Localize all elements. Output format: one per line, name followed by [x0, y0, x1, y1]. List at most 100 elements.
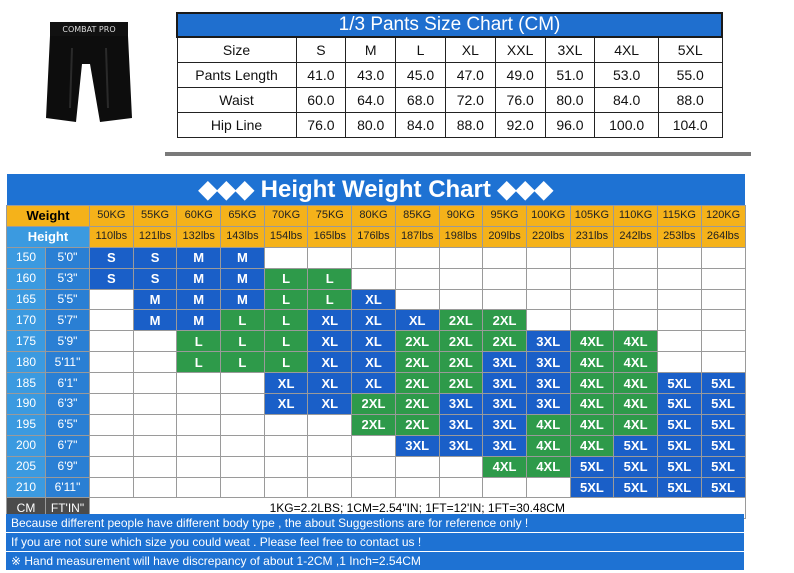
size-cell: 5XL: [656, 455, 702, 478]
height-row: 210 6'11" 5XL 5XL 5XL 5XL: [6, 476, 746, 499]
size-cell: 4XL: [613, 393, 658, 415]
weight-kg-cell: 80KG: [351, 205, 396, 227]
height-row: 185 6'1" XL XL XL 2XL 2XL 3XL 3XL 4XL 4XL 5XL 5XL: [6, 372, 746, 395]
size-cell: [89, 351, 134, 374]
size-cell: [394, 476, 440, 499]
hw-chart-title: ◆◆◆ Height Weight Chart ◆◆◆: [6, 174, 746, 206]
size-cell: 3XL: [525, 330, 571, 353]
size-cell: 3XL: [482, 434, 527, 457]
size-cell: [700, 288, 746, 311]
height-cm: 150: [6, 246, 46, 269]
weight-kg-cell: 70KG: [263, 205, 309, 227]
size-cell: [656, 309, 702, 332]
size-cell: 2XL: [438, 309, 484, 332]
size-value: 51.0: [544, 62, 596, 88]
height-row: 150 5'0" S S M M: [6, 246, 746, 269]
size-cell: [525, 288, 571, 311]
size-header-label: Size: [176, 36, 297, 63]
size-cell: [132, 434, 178, 457]
size-cell: 4XL: [569, 393, 615, 415]
size-cell: 4XL: [613, 330, 658, 353]
weight-lbs-cell: 198lbs: [438, 225, 484, 248]
height-ft: 5'9": [45, 330, 90, 353]
size-cell: [176, 393, 222, 415]
size-cell: XL: [351, 309, 396, 332]
size-value: 104.0: [657, 112, 723, 138]
size-cell: M: [220, 267, 265, 290]
size-cell: [220, 372, 265, 395]
size-header-cell: M: [345, 36, 397, 63]
size-cell: [307, 246, 353, 269]
size-cell: 3XL: [438, 434, 484, 457]
size-cell: [394, 267, 440, 290]
size-value: 80.0: [345, 112, 397, 138]
size-cell: M: [176, 309, 222, 332]
weight-kg-row: Weight 50KG 55KG 60KG 65KG 70KG 75KG 80KG 85KG 9…: [6, 205, 746, 227]
height-row: 170 5'7" M M L L XL XL XL 2XL 2XL: [6, 309, 746, 332]
size-cell: [263, 246, 309, 269]
size-cell: M: [176, 267, 222, 290]
size-cell: 3XL: [525, 372, 571, 395]
height-ft: 5'7": [45, 309, 90, 332]
size-cell: 3XL: [438, 413, 484, 436]
size-cell: [525, 309, 571, 332]
size-value: 80.0: [544, 87, 596, 113]
size-cell: [89, 413, 134, 436]
size-cell: 3XL: [482, 393, 527, 415]
size-cell: L: [176, 330, 222, 353]
weight-lbs-cell: 110lbs: [89, 225, 134, 248]
size-cell: [307, 476, 353, 499]
size-cell: [263, 455, 309, 478]
size-row-label: Hip Line: [176, 112, 297, 138]
size-cell: 2XL: [438, 372, 484, 395]
size-cell: 4XL: [569, 434, 615, 457]
size-cell: 5XL: [613, 476, 658, 499]
size-cell: XL: [351, 330, 396, 353]
size-cell: M: [220, 288, 265, 311]
weight-kg-cell: 85KG: [394, 205, 440, 227]
size-cell: 4XL: [525, 455, 571, 478]
size-cell: [176, 413, 222, 436]
height-cm: 160: [6, 267, 46, 290]
size-cell: [307, 413, 353, 436]
size-row: Pants Length 41.0 43.0 45.0 47.0 49.0 51.0 53.0…: [176, 62, 723, 88]
size-cell: M: [176, 246, 222, 269]
size-cell: [89, 434, 134, 457]
weight-lbs-cell: 242lbs: [613, 225, 658, 248]
height-ft: 6'3": [45, 393, 90, 415]
size-cell: [394, 246, 440, 269]
size-cell: S: [89, 246, 134, 269]
size-cell: M: [220, 246, 265, 269]
size-cell: 5XL: [613, 434, 658, 457]
size-cell: 5XL: [613, 455, 658, 478]
height-cm: 205: [6, 455, 46, 478]
footer-ft: FT'IN": [45, 497, 90, 520]
size-cell: 5XL: [656, 476, 702, 499]
size-cell: XL: [263, 393, 309, 415]
size-cell: [438, 455, 484, 478]
size-cell: [613, 246, 658, 269]
size-cell: [700, 351, 746, 374]
size-cell: L: [263, 309, 309, 332]
size-cell: [482, 476, 527, 499]
size-value: 43.0: [345, 62, 397, 88]
size-cell: L: [263, 288, 309, 311]
size-cell: 5XL: [700, 393, 746, 415]
height-cm: 170: [6, 309, 46, 332]
size-cell: 4XL: [525, 434, 571, 457]
height-ft: 6'11": [45, 476, 90, 499]
weight-lbs-cell: 231lbs: [569, 225, 615, 248]
size-cell: L: [220, 351, 265, 374]
size-cell: [525, 476, 571, 499]
size-cell: [569, 288, 615, 311]
size-header-cell: 5XL: [657, 36, 723, 63]
height-row: 165 5'5" M M M L L XL: [6, 288, 746, 311]
weight-kg-cell: 60KG: [176, 205, 222, 227]
size-cell: XL: [263, 372, 309, 395]
size-cell: [89, 393, 134, 415]
size-cell: [700, 246, 746, 269]
size-cell: [656, 288, 702, 311]
size-cell: [351, 267, 396, 290]
note-contact: If you are not sure which size you could…: [6, 533, 744, 552]
size-cell: L: [307, 267, 353, 290]
